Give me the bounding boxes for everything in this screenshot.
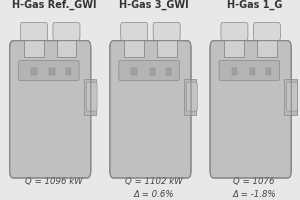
Text: H-Gas Ref._GWI: H-Gas Ref._GWI xyxy=(12,0,96,10)
FancyBboxPatch shape xyxy=(287,82,298,111)
Bar xyxy=(84,79,96,115)
Bar xyxy=(166,68,171,75)
FancyBboxPatch shape xyxy=(210,41,291,178)
Text: Q = 1096 kW: Q = 1096 kW xyxy=(25,177,83,186)
Bar xyxy=(56,32,76,57)
FancyBboxPatch shape xyxy=(219,61,280,80)
FancyBboxPatch shape xyxy=(86,82,97,111)
Text: Δ = 0.6%: Δ = 0.6% xyxy=(134,190,174,199)
FancyBboxPatch shape xyxy=(19,61,79,80)
FancyBboxPatch shape xyxy=(110,41,191,178)
Bar xyxy=(31,68,37,75)
FancyBboxPatch shape xyxy=(187,82,197,111)
Text: Δ = -1.8%: Δ = -1.8% xyxy=(232,190,276,199)
FancyBboxPatch shape xyxy=(10,41,91,178)
FancyBboxPatch shape xyxy=(253,23,280,41)
FancyBboxPatch shape xyxy=(121,23,148,41)
Bar xyxy=(24,32,44,57)
Bar xyxy=(131,68,137,75)
Bar xyxy=(284,79,297,115)
Text: Q = 1076: Q = 1076 xyxy=(233,177,275,186)
Bar xyxy=(65,68,71,75)
FancyBboxPatch shape xyxy=(119,61,179,80)
FancyBboxPatch shape xyxy=(20,23,47,41)
Bar xyxy=(214,164,288,174)
Bar xyxy=(13,164,87,174)
Bar xyxy=(216,61,282,82)
Bar xyxy=(157,32,177,57)
Bar xyxy=(250,68,255,75)
FancyBboxPatch shape xyxy=(153,23,180,41)
FancyBboxPatch shape xyxy=(53,23,80,41)
Bar xyxy=(184,79,197,115)
Bar xyxy=(257,32,277,57)
Bar xyxy=(149,68,155,75)
FancyBboxPatch shape xyxy=(221,23,248,41)
Bar xyxy=(116,61,182,82)
Text: H-Gas 3_GWI: H-Gas 3_GWI xyxy=(119,0,189,10)
Bar xyxy=(224,32,244,57)
Bar xyxy=(124,32,144,57)
Text: H-Gas 1_G: H-Gas 1_G xyxy=(226,0,282,10)
Bar xyxy=(113,164,188,174)
Bar xyxy=(266,68,272,75)
Text: Q = 1102 kW: Q = 1102 kW xyxy=(125,177,183,186)
Bar xyxy=(49,68,55,75)
Bar xyxy=(232,68,237,75)
Bar xyxy=(16,61,82,82)
